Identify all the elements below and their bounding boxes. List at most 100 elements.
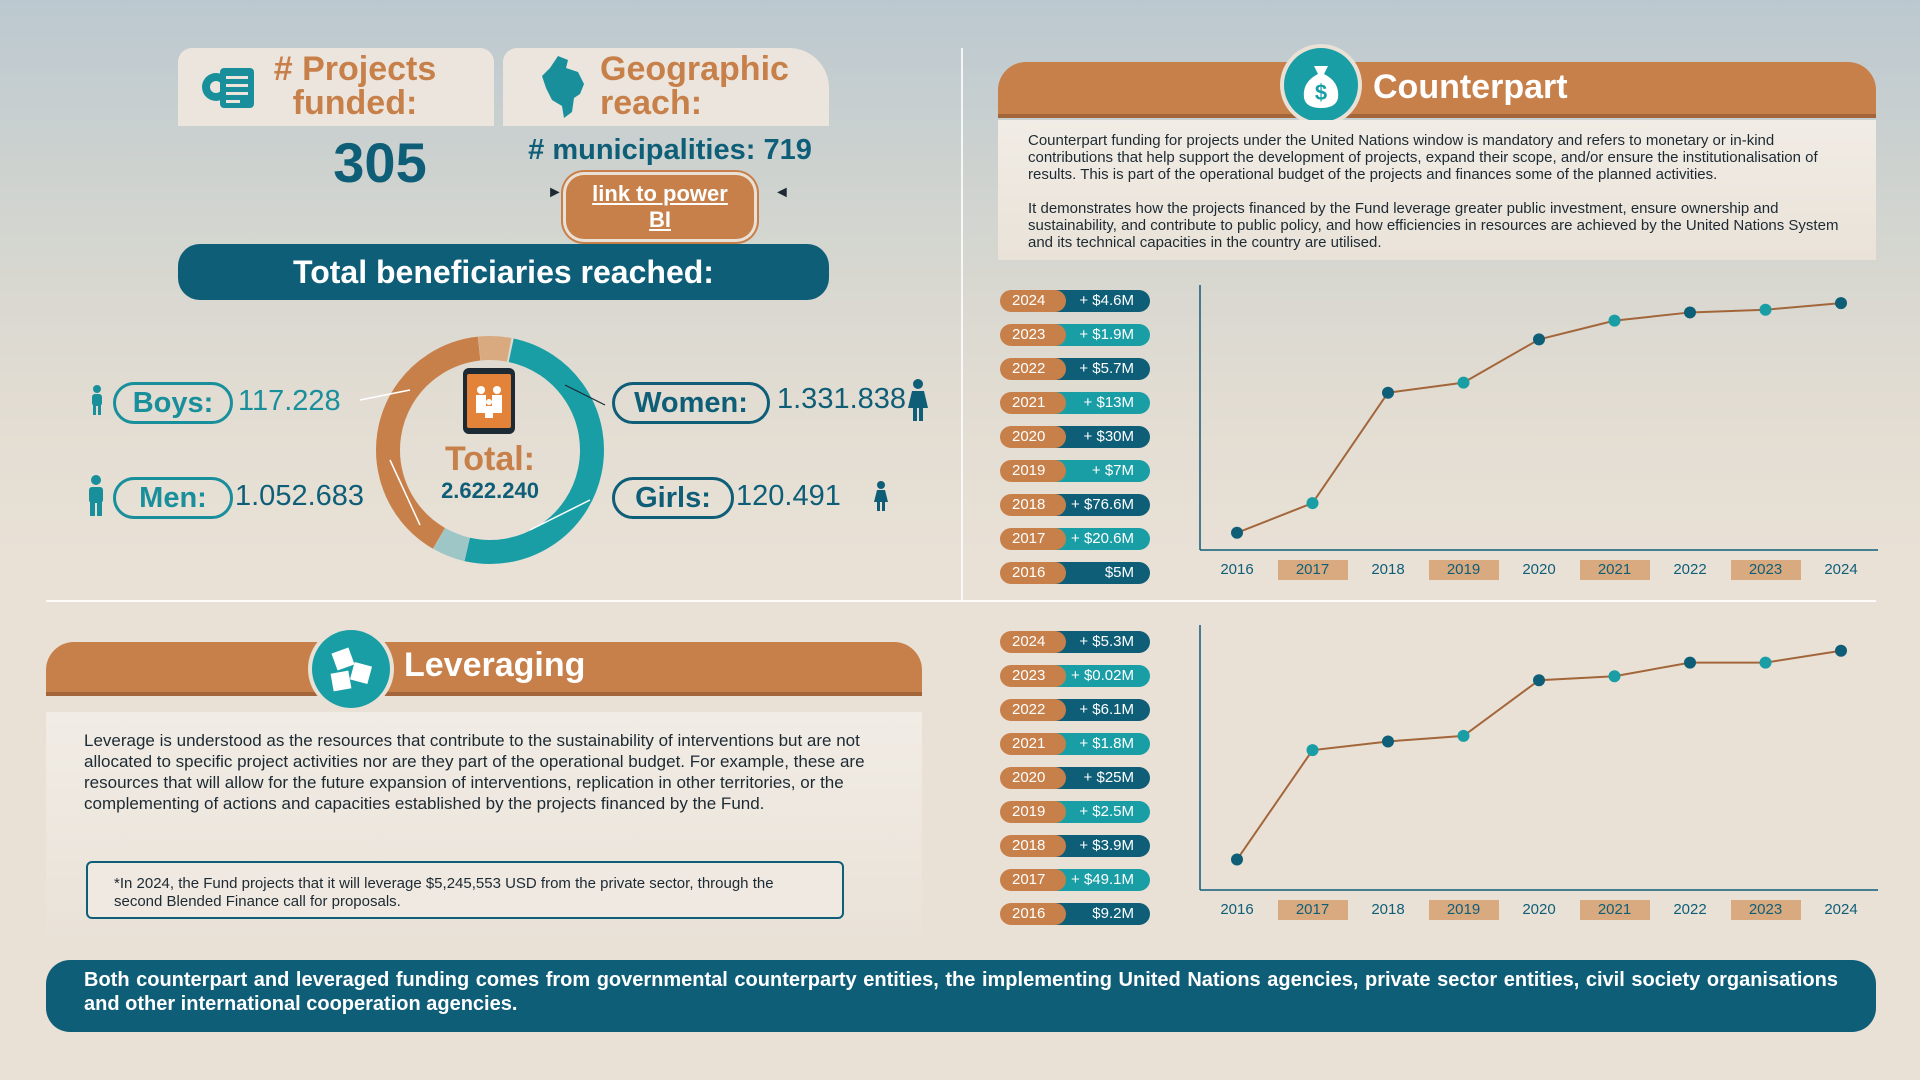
year-label: 2020 — [1000, 426, 1066, 448]
year-label: 2019 — [1000, 460, 1066, 482]
x-tick-label: 2017 — [1277, 900, 1348, 920]
year-row: + $76.6M 2018 — [1000, 494, 1150, 516]
municipalities-count: # municipalities: 719 — [528, 134, 812, 166]
x-tick-label: 2019 — [1428, 900, 1499, 920]
data-point — [1457, 376, 1470, 389]
year-row: + $5.3M 2024 — [1000, 631, 1150, 653]
x-tick-label: 2017 — [1277, 560, 1348, 580]
leveraging-title: Leveraging — [404, 646, 586, 684]
year-row: $9.2M 2016 — [1000, 903, 1150, 925]
link-arrow-right-icon: ◄ — [774, 184, 790, 201]
leveraging-header — [46, 642, 922, 692]
women-value: 1.331.838 — [777, 383, 907, 415]
power-bi-link[interactable]: link to power BI — [566, 175, 754, 239]
document-gear-icon — [198, 62, 260, 112]
counterpart-textbox: Counterpart funding for projects under t… — [998, 120, 1876, 260]
year-row: + $25M 2020 — [1000, 767, 1150, 789]
colombia-map-icon — [538, 54, 590, 120]
data-point — [1608, 670, 1621, 683]
data-point — [1533, 674, 1545, 687]
girl-icon — [872, 480, 890, 517]
leveraging-text: Leverage is understood as the resources … — [84, 731, 865, 813]
data-point — [1306, 744, 1319, 757]
x-tick-label: 2023 — [1730, 900, 1801, 920]
projects-value: 305 — [333, 131, 427, 194]
horizontal-divider — [46, 600, 1876, 602]
x-tick-label: 2024 — [1824, 561, 1858, 578]
year-label: 2017 — [1000, 528, 1066, 550]
total-value: 2.622.240 — [441, 478, 539, 503]
money-bag-icon[interactable]: $ — [1284, 48, 1358, 122]
data-point — [1382, 386, 1394, 399]
data-point — [1684, 656, 1696, 669]
x-tick-label: 2023 — [1730, 560, 1801, 580]
boy-icon — [88, 384, 106, 421]
x-tick-label: 2022 — [1673, 561, 1707, 578]
year-row: $5M 2016 — [1000, 562, 1150, 584]
year-label: 2023 — [1000, 324, 1066, 346]
year-label: 2018 — [1000, 494, 1066, 516]
year-label: 2024 — [1000, 631, 1066, 653]
counterpart-text-1: Counterpart funding for projects under t… — [1028, 132, 1818, 183]
year-label: 2019 — [1000, 801, 1066, 823]
x-tick-label: 2018 — [1371, 901, 1405, 918]
year-row: + $3.9M 2018 — [1000, 835, 1150, 857]
leveraging-note: *In 2024, the Fund projects that it will… — [86, 861, 844, 919]
year-label: 2018 — [1000, 835, 1066, 857]
year-row: + $20.6M 2017 — [1000, 528, 1150, 550]
x-tick-label: 2018 — [1371, 561, 1405, 578]
boys-value: 117.228 — [238, 385, 341, 417]
x-tick-label: 2020 — [1522, 901, 1556, 918]
man-icon — [85, 474, 107, 521]
data-point — [1457, 729, 1470, 742]
data-point — [1759, 303, 1772, 316]
data-point — [1835, 297, 1847, 310]
data-point — [1759, 656, 1772, 669]
boys-label: Boys: — [113, 382, 233, 424]
year-row: + $49.1M 2017 — [1000, 869, 1150, 891]
year-row: + $2.5M 2019 — [1000, 801, 1150, 823]
x-tick-label: 2022 — [1673, 901, 1707, 918]
counterpart-text-2: It demonstrates how the projects finance… — [1028, 200, 1839, 251]
beneficiaries-banner: Total beneficiaries reached: — [178, 244, 829, 300]
link-arrow-left-icon: ► — [547, 184, 563, 201]
counterpart-line-chart — [1199, 285, 1878, 551]
geo-title: Geographic reach: — [600, 50, 789, 122]
donut-segment-women — [376, 336, 604, 564]
leveraging-note-text: *In 2024, the Fund projects that it will… — [114, 875, 774, 910]
x-tick-label: 2019 — [1428, 560, 1499, 580]
year-label: 2024 — [1000, 290, 1066, 312]
x-tick-label: 2020 — [1522, 561, 1556, 578]
year-label: 2017 — [1000, 869, 1066, 891]
year-row: + $5.7M 2022 — [1000, 358, 1150, 380]
data-point — [1608, 314, 1621, 327]
x-tick-label: 2016 — [1220, 901, 1254, 918]
girls-label: Girls: — [612, 477, 734, 519]
x-tick-label: 2016 — [1220, 561, 1254, 578]
year-label: 2021 — [1000, 733, 1066, 755]
year-row: + $13M 2021 — [1000, 392, 1150, 414]
x-tick-label: 2021 — [1579, 900, 1650, 920]
data-point — [1382, 735, 1394, 748]
woman-icon — [906, 378, 930, 427]
men-label: Men: — [113, 477, 233, 519]
leveraging-line-chart — [1199, 625, 1878, 891]
vertical-divider — [961, 48, 963, 600]
x-tick-label: 2021 — [1579, 560, 1650, 580]
family-tablet-icon — [463, 368, 515, 434]
year-label: 2016 — [1000, 562, 1066, 584]
year-row: + $30M 2020 — [1000, 426, 1150, 448]
year-row: + $4.6M 2024 — [1000, 290, 1150, 312]
year-label: 2022 — [1000, 699, 1066, 721]
data-point — [1684, 306, 1696, 319]
donut-segment-boys — [376, 336, 604, 564]
year-row: + $1.8M 2021 — [1000, 733, 1150, 755]
total-label: Total: — [444, 440, 535, 478]
men-value: 1.052.683 — [235, 480, 365, 512]
data-point — [1231, 526, 1243, 539]
year-row: + $1.9M 2023 — [1000, 324, 1150, 346]
data-point — [1231, 853, 1243, 866]
cubes-icon[interactable] — [312, 630, 390, 708]
counterpart-header — [998, 62, 1876, 114]
year-row: + $6.1M 2022 — [1000, 699, 1150, 721]
